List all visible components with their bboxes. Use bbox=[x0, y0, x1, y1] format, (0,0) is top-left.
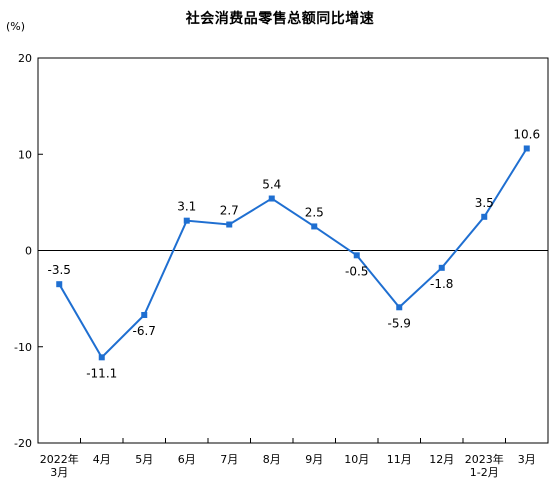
data-label: 2.5 bbox=[305, 205, 324, 219]
x-tick-label: 10月 bbox=[344, 453, 369, 466]
data-point-marker bbox=[226, 221, 233, 228]
data-point-marker bbox=[183, 217, 190, 224]
x-tick-label: 11月 bbox=[387, 453, 412, 466]
series-line bbox=[58, 147, 528, 359]
data-label: -0.5 bbox=[345, 264, 368, 278]
data-point-marker bbox=[481, 213, 488, 220]
data-point-marker bbox=[311, 223, 318, 230]
data-point-marker bbox=[523, 145, 530, 152]
y-axis-unit: (%) bbox=[6, 20, 26, 33]
data-label: -11.1 bbox=[86, 366, 117, 380]
y-tick-label: -10 bbox=[14, 341, 32, 354]
data-point-marker bbox=[438, 264, 445, 271]
x-tick-label: 12月 bbox=[429, 453, 454, 466]
x-tick-label: 9月 bbox=[305, 453, 323, 466]
x-tick-label: 1-2月 bbox=[470, 466, 499, 479]
y-tick-label: -20 bbox=[14, 437, 32, 450]
data-point-marker bbox=[353, 252, 360, 259]
x-tick-label: 6月 bbox=[178, 453, 196, 466]
data-point-marker bbox=[141, 311, 148, 318]
x-tick-label: 2023年 bbox=[465, 452, 504, 466]
data-label: -6.7 bbox=[133, 324, 156, 338]
x-tick-label: 7月 bbox=[220, 453, 238, 466]
data-label: -1.8 bbox=[430, 277, 453, 291]
x-tick-label: 3月 bbox=[518, 453, 536, 466]
x-tick-label: 4月 bbox=[93, 453, 111, 466]
data-point-marker bbox=[396, 304, 403, 311]
data-label: 5.4 bbox=[262, 178, 281, 192]
y-tick-label: 20 bbox=[18, 52, 32, 65]
y-tick-label: 10 bbox=[18, 148, 32, 161]
data-label: 3.1 bbox=[177, 200, 196, 214]
data-label: 3.5 bbox=[475, 196, 494, 210]
data-point-marker bbox=[56, 281, 63, 288]
data-label: 2.7 bbox=[220, 204, 239, 218]
data-label: 10.6 bbox=[513, 127, 540, 141]
data-label: -5.9 bbox=[388, 316, 411, 330]
chart-title: 社会消费品零售总额同比增速 bbox=[185, 11, 375, 27]
data-point-marker bbox=[98, 354, 105, 361]
data-point-marker bbox=[268, 195, 275, 202]
x-tick-label: 8月 bbox=[263, 453, 281, 466]
data-label: -3.5 bbox=[48, 263, 71, 277]
x-tick-label: 2022年 bbox=[40, 452, 79, 466]
y-tick-label: 0 bbox=[25, 245, 32, 258]
x-tick-label: 3月 bbox=[50, 466, 68, 479]
x-tick-label: 5月 bbox=[135, 453, 153, 466]
